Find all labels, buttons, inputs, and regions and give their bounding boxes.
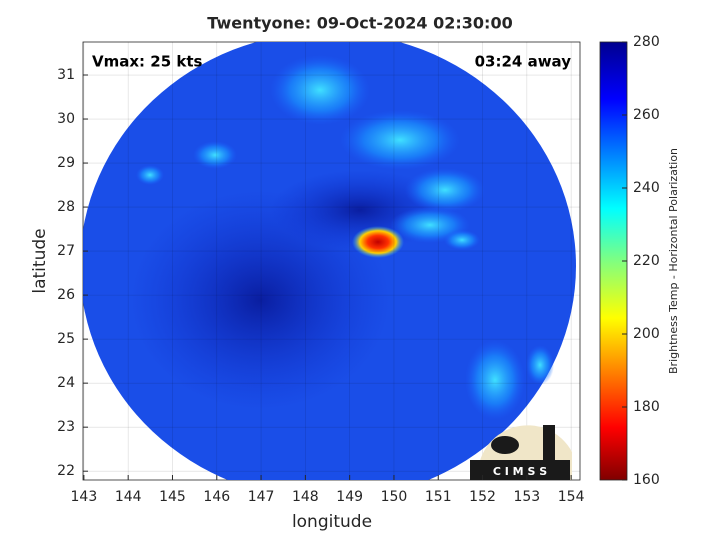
colorbar-tick-label: 280 <box>633 34 660 50</box>
y-axis-label: latitude <box>30 228 50 293</box>
x-tick-label: 154 <box>558 489 585 505</box>
x-tick-label: 145 <box>159 489 186 505</box>
x-tick-label: 152 <box>469 489 496 505</box>
y-tick-label: 25 <box>57 331 75 347</box>
y-tick-label: 28 <box>57 199 75 215</box>
grid <box>83 42 580 480</box>
y-tick-label: 26 <box>57 287 75 303</box>
x-tick-label: 146 <box>203 489 230 505</box>
y-tick-label: 31 <box>57 67 75 83</box>
x-tick-label: 153 <box>513 489 540 505</box>
colorbar-tick-label: 260 <box>633 107 660 123</box>
x-tick-label: 150 <box>381 489 408 505</box>
annotation: Vmax: 25 kts <box>92 53 202 71</box>
y-tick-label: 30 <box>57 111 75 127</box>
colorbar-tick-label: 240 <box>633 180 660 196</box>
x-tick-label: 144 <box>115 489 142 505</box>
colorbar-tick-label: 200 <box>633 326 660 342</box>
logo-text: C I M S S <box>493 465 547 478</box>
colorbar-label: Brightness Temp - Horizontal Polarizatio… <box>667 148 680 374</box>
x-tick-label: 143 <box>71 489 98 505</box>
annotation: 03:24 away <box>475 53 572 71</box>
imagery <box>83 42 576 480</box>
x-tick-label: 148 <box>292 489 319 505</box>
x-axis-label: longitude <box>292 512 372 532</box>
x-tick-label: 149 <box>336 489 363 505</box>
colorbar-tick-label: 220 <box>633 253 660 269</box>
y-tick-label: 24 <box>57 375 75 391</box>
y-tick-label: 29 <box>57 155 75 171</box>
y-tick-label: 22 <box>57 463 75 479</box>
colorbar-tick-label: 160 <box>633 472 660 488</box>
x-tick-label: 151 <box>425 489 452 505</box>
y-tick-label: 23 <box>57 419 75 435</box>
x-tick-label: 147 <box>248 489 275 505</box>
logo: C I M S S <box>470 425 572 480</box>
chart-title: Twentyone: 09-Oct-2024 02:30:00 <box>207 14 512 33</box>
y-tick-label: 27 <box>57 243 75 259</box>
colorbar-tick-label: 180 <box>633 399 660 415</box>
